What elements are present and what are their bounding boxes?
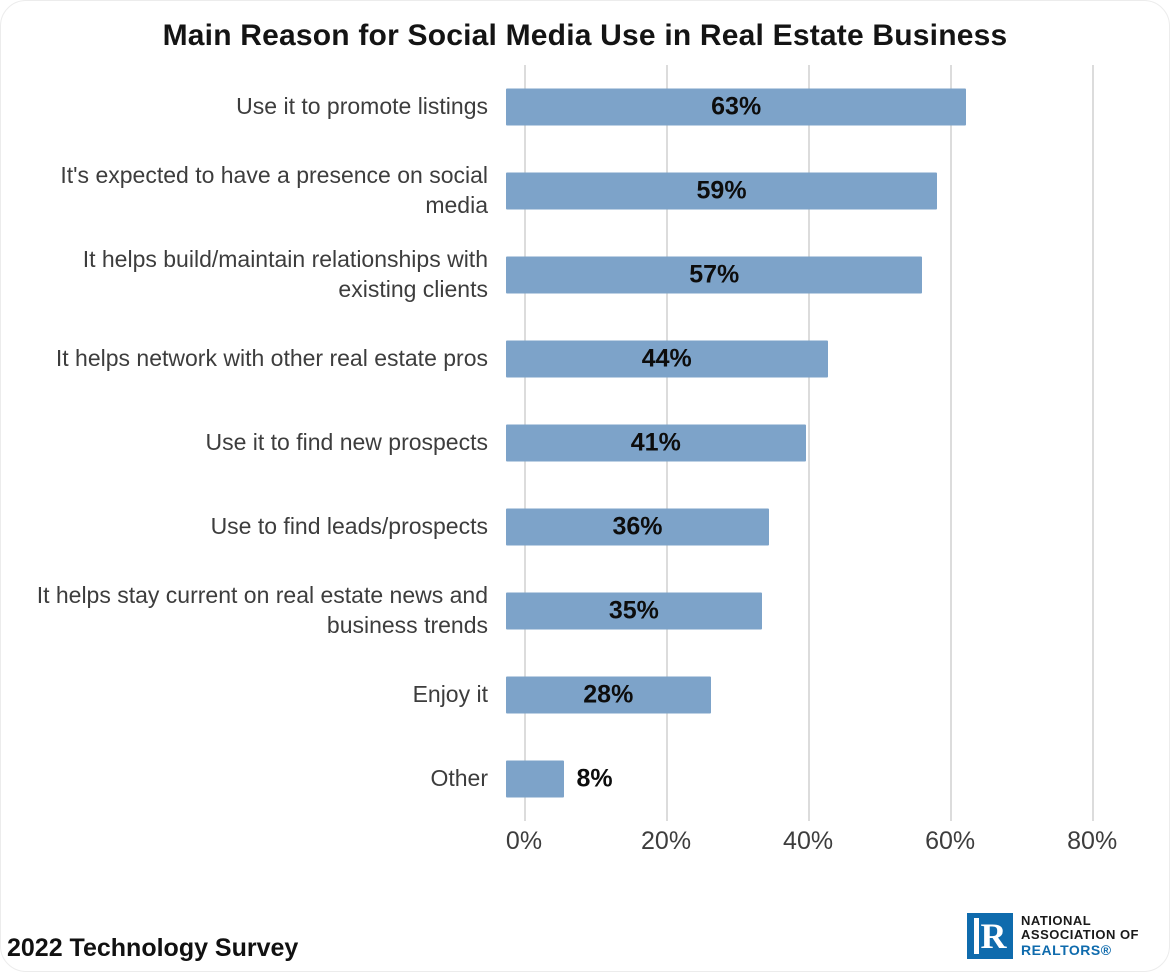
bar-row: Use it to find new prospects 41%: [1, 401, 1169, 485]
category-label: Use to find leads/prospects: [210, 512, 488, 539]
x-tick-label: 20%: [641, 826, 692, 855]
category-label: Other: [430, 764, 488, 791]
gridline: [1092, 64, 1095, 821]
gridline: [950, 64, 953, 821]
category-label: It's expected to have a presence on soci…: [60, 162, 488, 218]
bar-plot: 44%: [506, 317, 1149, 401]
value-label: 28%: [583, 680, 634, 708]
bar-plot: 36%: [506, 485, 1149, 569]
bar: [506, 172, 938, 209]
bar-plot: 35%: [506, 569, 1149, 653]
nar-logo-line1: NATIONAL: [1021, 912, 1092, 928]
category-label: Use it to promote listings: [236, 92, 488, 119]
bar-rows: Use it to promote listings 63% It's expect…: [1, 65, 1169, 821]
nar-logo: R NATIONAL ASSOCIATION OF REALTORS®: [967, 913, 1139, 959]
value-label: 41%: [630, 428, 681, 456]
value-label: 57%: [689, 260, 740, 288]
bar-plot: 57%: [506, 233, 1149, 317]
bar: [506, 508, 770, 545]
value-label: 35%: [608, 596, 659, 624]
chart-area: Use it to promote listings 63% It's expect…: [1, 64, 1169, 821]
x-tick-label: 80%: [1067, 826, 1118, 855]
bar-row: Use to find leads/prospects 36%: [1, 485, 1169, 569]
category-label: It helps network with other real estate …: [55, 344, 488, 371]
realtor-logo-icon: R: [967, 913, 1014, 959]
bar-row: Other 8%: [1, 737, 1169, 821]
bar: [506, 592, 762, 629]
category-label: Enjoy it: [412, 680, 488, 707]
x-tick-label: 0%: [505, 826, 543, 855]
value-label: 36%: [612, 512, 663, 540]
value-label: 63%: [711, 92, 762, 120]
bar-row: Enjoy it 28%: [1, 653, 1169, 737]
bar-row: It helps build/maintain relationships wi…: [1, 233, 1169, 317]
bar: [506, 256, 923, 293]
bar-row: Use it to promote listings 63%: [1, 65, 1169, 149]
bar-plot: 28%: [506, 653, 1149, 737]
bar-plot: 8%: [506, 737, 1149, 821]
chart-title: Main Reason for Social Media Use in Real…: [162, 19, 1008, 52]
category-label: It helps build/maintain relationships wi…: [82, 246, 488, 302]
survey-footnote: 2022 Technology Survey: [7, 934, 299, 962]
x-axis: 0% 20% 40% 60% 80%: [506, 821, 1149, 861]
x-tick-label: 60%: [925, 826, 976, 855]
bar-row: It helps stay current on real estate new…: [1, 569, 1169, 653]
bar-plot: 63%: [506, 65, 1149, 149]
value-label: 44%: [641, 344, 692, 372]
bar-plot: 41%: [506, 401, 1149, 485]
x-tick-label: 40%: [783, 826, 834, 855]
bar: [506, 340, 828, 377]
category-label: It helps stay current on real estate new…: [36, 582, 488, 638]
bar: [506, 676, 711, 713]
value-label: 8%: [576, 764, 613, 792]
nar-logo-text: NATIONAL ASSOCIATION OF REALTORS®: [1021, 912, 1139, 959]
category-label: Use it to find new prospects: [205, 428, 488, 455]
bar-plot: 59%: [506, 149, 1149, 233]
gridline: [808, 64, 811, 821]
bar-row: It's expected to have a presence on soci…: [1, 149, 1169, 233]
bar: [506, 760, 565, 797]
value-label: 59%: [696, 176, 747, 204]
bar: [506, 88, 967, 125]
bar: [506, 424, 806, 461]
nar-logo-line2: ASSOCIATION OF: [1021, 927, 1139, 943]
bar-row: It helps network with other real estate …: [1, 317, 1169, 401]
nar-logo-line3: REALTORS®: [1021, 941, 1112, 958]
